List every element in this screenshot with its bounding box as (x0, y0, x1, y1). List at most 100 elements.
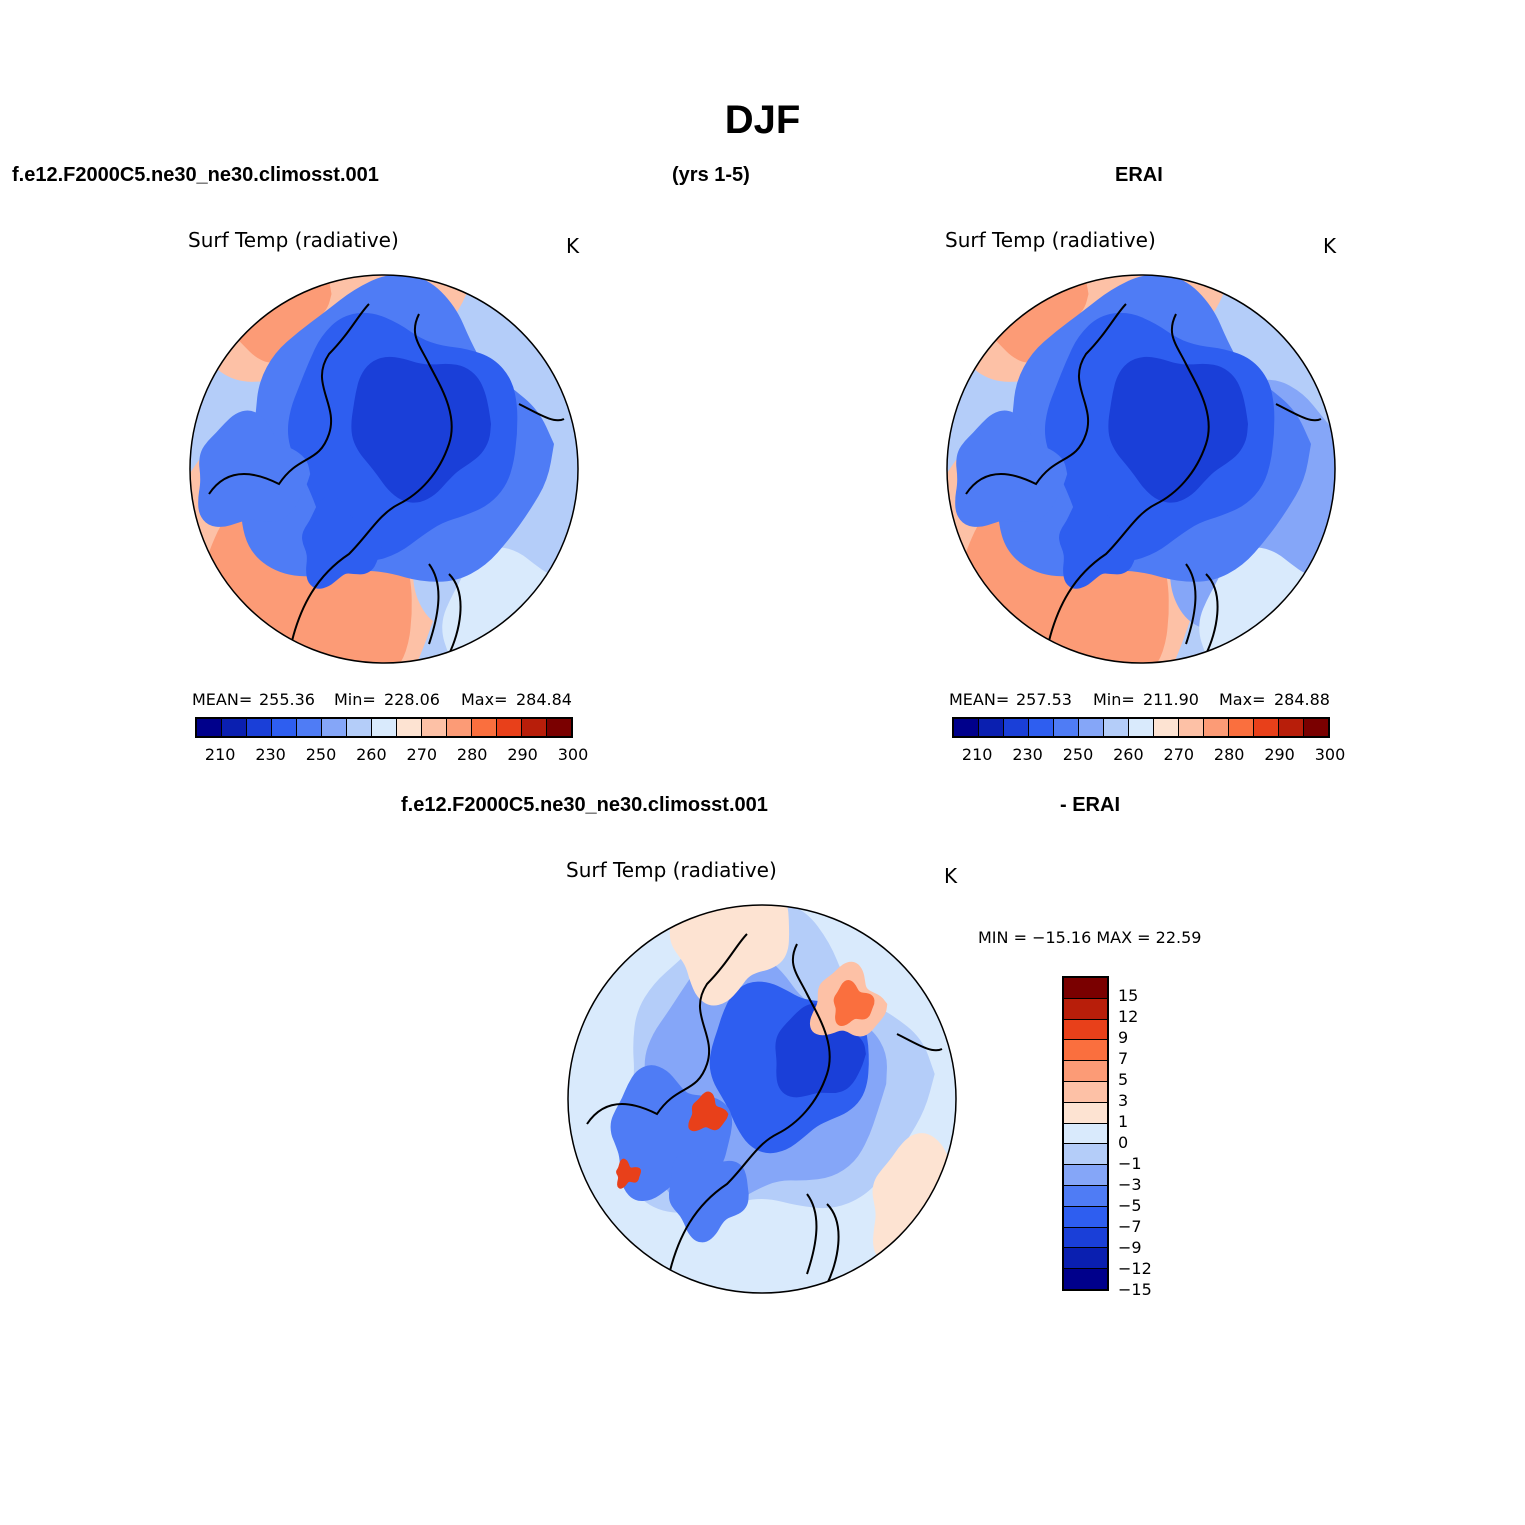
model-panel-title: Surf Temp (radiative) (188, 228, 399, 252)
diff-obs-label: - ERAI (1060, 794, 1120, 816)
obs-tick-label: 270 (1163, 745, 1195, 764)
model-colorbar-cell (247, 719, 272, 736)
diff-coastline-greenland (666, 943, 831, 1285)
obs-colorbar-cell (1054, 719, 1079, 736)
obs-colorbar-cell (1079, 719, 1104, 736)
obs-tick-label: 290 (1264, 745, 1295, 764)
model-colorbar-cell (472, 719, 497, 736)
diff-tick-label: 15 (1118, 986, 1139, 1005)
model-tick-label: 210 (204, 745, 236, 764)
model-colorbar-cell (272, 719, 297, 736)
model-colorbar-cell (347, 719, 372, 736)
diff-tick-label: −5 (1118, 1196, 1142, 1215)
obs-colorbar-cell (1279, 719, 1304, 736)
obs-colorbar-cell (954, 719, 979, 736)
model-max-label: Max= (461, 690, 508, 709)
model-colorbar-cell (297, 719, 322, 736)
diff-colorbar-cell (1064, 1102, 1107, 1124)
model-tick-label: 300 (557, 745, 589, 764)
diff-tick-label: 7 (1118, 1049, 1129, 1068)
obs-panel-title: Surf Temp (radiative) (945, 228, 1156, 252)
obs-max-value: 284.88 (1274, 690, 1330, 709)
obs-max-label: Max= (1219, 690, 1266, 709)
model-coastline-americas (208, 303, 370, 495)
diff-polar-map (567, 904, 957, 1294)
obs-colorbar-cell (1004, 719, 1029, 736)
diff-hotspot-archipelago (688, 1091, 729, 1132)
model-min-label: Min= (334, 690, 376, 709)
diff-tick-label: −12 (1118, 1259, 1152, 1278)
model-cold-core (351, 356, 491, 503)
model-max-value: 284.84 (516, 690, 572, 709)
obs-colorbar-cell (1254, 719, 1279, 736)
model-coastlines (208, 303, 565, 655)
obs-coastline-americas (965, 303, 1127, 495)
obs-coastline-greenland (1045, 313, 1210, 655)
model-tick-label: 250 (305, 745, 337, 764)
case-name-label: f.e12.F2000C5.ne30_ne30.climosst.001 (12, 164, 379, 186)
model-tick-label: 270 (406, 745, 438, 764)
model-colorbar-cell (197, 719, 222, 736)
diff-coastline-caspian (896, 1033, 943, 1052)
model-tick-label: 290 (507, 745, 538, 764)
diff-colorbar-cell (1064, 1165, 1107, 1186)
diff-minmax-label: MIN = −15.16 MAX = 22.59 (978, 928, 1202, 947)
diff-colorbar-cell (1064, 1269, 1107, 1289)
diff-coastline-scandinavia (806, 1193, 840, 1285)
diff-field (568, 905, 956, 1293)
diff-tick-label: 0 (1118, 1133, 1129, 1152)
obs-min-label: Min= (1093, 690, 1135, 709)
diff-colorbar-cell (1064, 978, 1107, 999)
diff-colorbar-cell (1064, 1081, 1107, 1103)
diff-colorbar-cell (1064, 1040, 1107, 1062)
diff-panel-title: Surf Temp (radiative) (566, 858, 777, 882)
obs-polar-map (946, 274, 1336, 664)
obs-coastline-scandinavia (1185, 563, 1219, 655)
diff-panel-units: K (944, 864, 958, 888)
obs-min-value: 211.90 (1143, 690, 1199, 709)
obs-colorbar-cell (1129, 719, 1154, 736)
obs-colorbar-cell (1029, 719, 1054, 736)
model-colorbar (195, 717, 573, 738)
diff-colorbar-cell (1064, 1185, 1107, 1207)
obs-map-border (946, 274, 1336, 664)
diff-colorbar-cell (1064, 1019, 1107, 1041)
obs-tick-label: 280 (1213, 745, 1245, 764)
diff-colorbar-cell (1064, 1061, 1107, 1082)
model-mean-label: MEAN= (192, 690, 253, 709)
model-panel-units: K (566, 234, 580, 258)
obs-panel-units: K (1323, 234, 1337, 258)
diff-colorbar (1062, 976, 1109, 1291)
model-greenland (302, 496, 384, 589)
model-polar-map (189, 274, 579, 664)
model-colorbar-cell (447, 719, 472, 736)
diff-colorbar-cell (1064, 1123, 1107, 1145)
obs-tick-label: 260 (1113, 745, 1144, 764)
model-mean-value: 255.36 (259, 690, 315, 709)
diff-colorbar-cell (1064, 998, 1107, 1020)
diff-tick-label: 5 (1118, 1070, 1129, 1089)
model-colorbar-cell (372, 719, 397, 736)
obs-colorbar-cell (1204, 719, 1229, 736)
diff-tick-label: 3 (1118, 1091, 1129, 1110)
diff-map-border (567, 904, 957, 1294)
diff-warm-siberia-core (833, 980, 875, 1027)
diff-case-label: f.e12.F2000C5.ne30_ne30.climosst.001 (401, 794, 768, 816)
diff-tick-label: −9 (1118, 1238, 1142, 1257)
model-colorbar-cell (522, 719, 547, 736)
obs-canada (955, 410, 1068, 527)
years-label: (yrs 1-5) (672, 164, 750, 186)
obs-cold-core (1108, 356, 1248, 503)
diff-tick-label: −15 (1118, 1280, 1152, 1299)
model-tick-label: 280 (456, 745, 488, 764)
model-coastline-greenland (288, 313, 453, 655)
obs-mean-label: MEAN= (949, 690, 1010, 709)
model-colorbar-cell (547, 719, 571, 736)
model-min-value: 228.06 (384, 690, 440, 709)
diff-coastlines (586, 933, 943, 1285)
obs-tick-label: 210 (961, 745, 993, 764)
model-coastline-scandinavia (428, 563, 462, 655)
model-colorbar-cell (397, 719, 422, 736)
obs-label: ERAI (1115, 164, 1163, 186)
obs-colorbar-cell (1104, 719, 1129, 736)
